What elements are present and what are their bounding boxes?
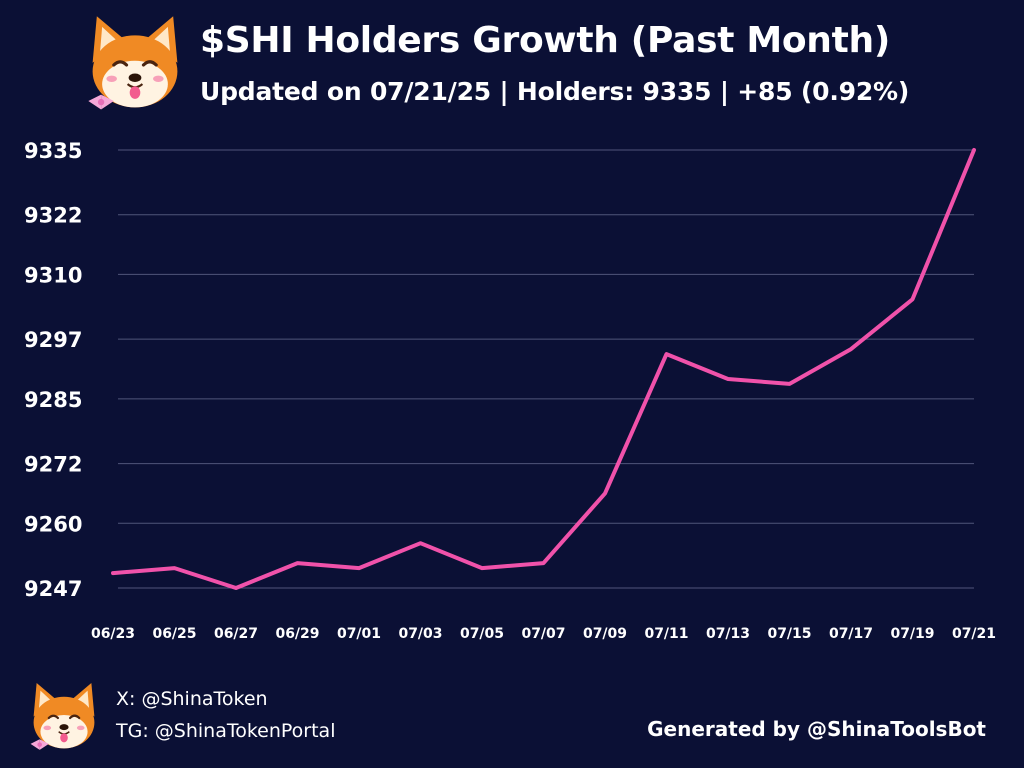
data-point <box>972 148 976 152</box>
data-point <box>849 347 853 351</box>
series-layer <box>111 148 976 590</box>
data-point <box>419 541 422 545</box>
data-point <box>603 491 607 495</box>
data-point <box>296 561 299 565</box>
y-tick-label: 9260 <box>24 512 82 536</box>
x-tick-label: 07/17 <box>829 626 873 642</box>
data-point <box>542 561 545 565</box>
x-tick-label: 06/27 <box>214 626 258 642</box>
x-tick-label: 07/09 <box>583 626 627 642</box>
grid-layer <box>118 149 974 589</box>
x-tick-label: 06/25 <box>152 626 196 642</box>
x-tick-label: 07/03 <box>398 626 442 642</box>
shiba-inu-icon <box>88 16 178 110</box>
page-subtitle: Updated on 07/21/25 | Holders: 9335 | +8… <box>200 77 910 106</box>
x-tick-label: 07/05 <box>460 626 504 642</box>
x-tick-label: 06/29 <box>275 626 319 642</box>
x-axis: 06/23 06/25 06/27 06/29 07/01 07/03 07/05 07/07… <box>91 626 996 642</box>
shiba-inu-icon <box>30 683 95 750</box>
data-point <box>111 571 115 575</box>
data-point <box>726 377 730 381</box>
generated-by: Generated by @ShinaToolsBot <box>647 717 986 741</box>
y-tick-label: 9285 <box>24 388 82 412</box>
telegram-handle: TG: @ShinaTokenPortal <box>116 720 336 742</box>
x-tick-label: 07/19 <box>890 626 934 642</box>
data-point <box>357 566 361 570</box>
x-tick-label: 07/07 <box>521 626 565 642</box>
y-tick-label: 9247 <box>24 577 82 601</box>
data-point <box>788 382 791 386</box>
data-point <box>480 566 484 570</box>
x-tick-label: 06/23 <box>91 626 135 642</box>
y-tick-label: 9335 <box>24 139 82 163</box>
y-axis: 9247 9260 9272 9285 9297 9310 9322 9335 <box>24 139 82 601</box>
y-tick-label: 9297 <box>24 328 82 352</box>
page-title: $SHI Holders Growth (Past Month) <box>200 20 891 61</box>
y-tick-label: 9322 <box>24 204 82 228</box>
y-tick-label: 9272 <box>24 453 82 477</box>
series-line <box>111 148 976 590</box>
data-point <box>173 566 176 570</box>
data-point <box>665 352 668 356</box>
x-tick-label: 07/15 <box>767 626 811 642</box>
y-tick-label: 9310 <box>24 263 82 287</box>
x-tick-label: 07/01 <box>337 626 381 642</box>
data-point <box>911 297 914 301</box>
data-point <box>234 586 238 590</box>
x-handle: X: @ShinaToken <box>116 688 268 710</box>
x-tick-label: 07/21 <box>952 626 996 642</box>
x-tick-label: 07/11 <box>644 626 688 642</box>
x-tick-label: 07/13 <box>706 626 750 642</box>
